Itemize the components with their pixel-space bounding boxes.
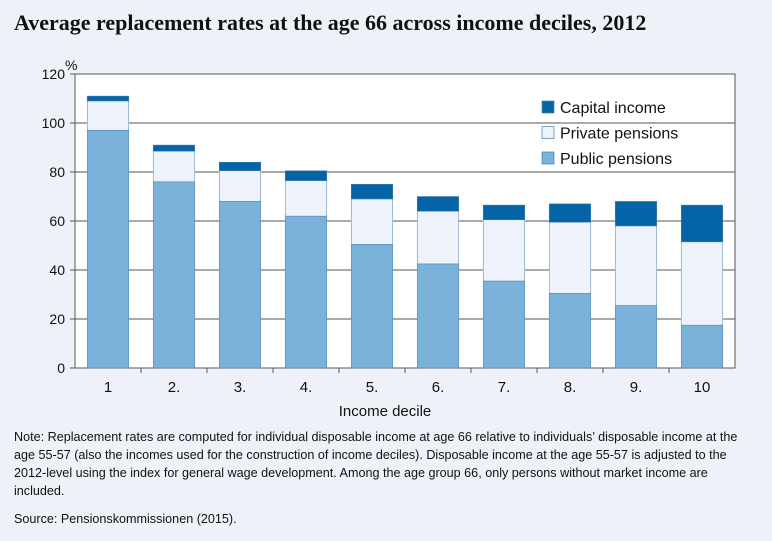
bar-public-pensions	[152, 181, 196, 369]
x-tick-label: 1	[104, 379, 112, 396]
bar-private-pensions	[152, 150, 196, 183]
y-axis-label: %	[65, 57, 77, 73]
bar-capital-income	[152, 144, 196, 152]
bar-private-pensions	[548, 221, 592, 294]
bar-capital-income	[416, 196, 460, 212]
y-tick-label: 60	[49, 213, 65, 229]
bar-capital-income	[218, 161, 262, 172]
x-tick-label: 2.	[168, 379, 181, 396]
chart-source: Source: Pensionskommissionen (2015).	[14, 512, 237, 526]
bar-capital-income	[614, 201, 658, 227]
y-tick-label: 120	[42, 66, 66, 82]
bar-private-pensions	[482, 219, 526, 282]
bar-public-pensions	[482, 280, 526, 369]
bar-capital-income	[548, 203, 592, 223]
bar-private-pensions	[218, 170, 262, 202]
x-tick-label: 3.	[234, 379, 247, 396]
x-axis-ticks: 1 2. 3. 4. 5. 6. 7. 8. 9. 10	[104, 368, 711, 396]
legend-label: Public pensions	[560, 151, 672, 168]
bar-public-pensions	[350, 244, 394, 369]
bar-capital-income	[680, 204, 724, 243]
bar-public-pensions	[86, 130, 130, 369]
bar-chart: 0 20 40 60 80 100 120 1 2. 3. 4. 5. 6. 7. 8. 9. 10 % In…	[42, 57, 736, 420]
bar-public-pensions	[548, 293, 592, 369]
chart-note: Note: Replacement rates are computed for…	[14, 430, 738, 498]
x-tick-label: 8.	[564, 379, 577, 396]
bar-private-pensions	[680, 241, 724, 326]
y-tick-label: 0	[57, 360, 65, 376]
x-tick-label: 5.	[366, 379, 379, 396]
bar-public-pensions	[284, 215, 328, 369]
legend: Capital income Private pensions Public pen…	[541, 100, 678, 168]
legend-swatch	[541, 126, 555, 139]
bar-private-pensions	[614, 225, 658, 306]
bar-capital-income	[350, 184, 394, 200]
x-tick-label: 9.	[630, 379, 643, 396]
bars	[86, 95, 724, 369]
legend-swatch	[541, 151, 555, 165]
x-tick-label: 4.	[300, 379, 313, 396]
y-tick-label: 40	[49, 262, 65, 278]
legend-swatch	[541, 100, 555, 114]
x-tick-label: 7.	[498, 379, 511, 396]
x-tick-label: 10	[694, 379, 711, 396]
bar-public-pensions	[218, 201, 262, 369]
chart-title: Average replacement rates at the age 66 …	[14, 10, 647, 35]
bar-private-pensions	[284, 180, 328, 217]
bar-capital-income	[284, 170, 328, 181]
y-tick-label: 100	[42, 115, 66, 131]
bar-capital-income	[482, 204, 526, 221]
bar-public-pensions	[680, 324, 724, 369]
x-tick-label: 6.	[432, 379, 445, 396]
y-tick-label: 20	[49, 311, 65, 327]
bar-public-pensions	[416, 263, 460, 369]
y-axis-ticks: 0 20 40 60 80 100 120	[42, 66, 75, 376]
bar-private-pensions	[416, 210, 460, 265]
bar-private-pensions	[350, 198, 394, 245]
x-axis-label: Income decile	[339, 403, 432, 420]
bar-private-pensions	[86, 100, 130, 131]
bar-public-pensions	[614, 305, 658, 369]
bar-capital-income	[86, 95, 130, 102]
legend-label: Capital income	[560, 100, 666, 117]
legend-label: Private pensions	[560, 126, 678, 143]
y-tick-label: 80	[49, 164, 65, 180]
